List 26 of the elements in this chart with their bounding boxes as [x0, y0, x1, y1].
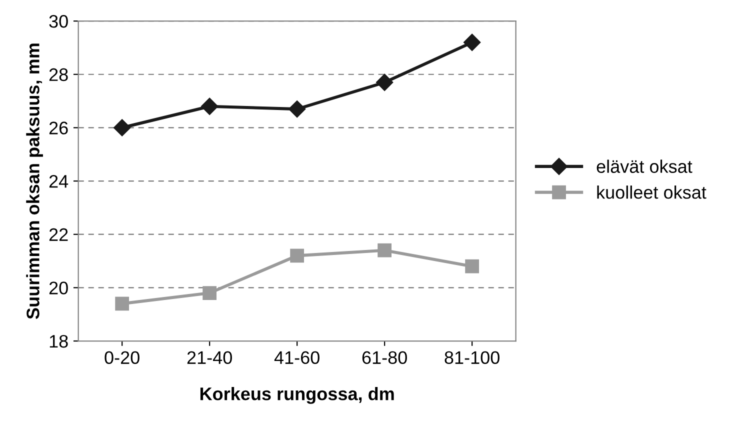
legend-label: kuolleet oksat — [597, 186, 706, 199]
x-axis-title: Korkeus rungossa, dm — [200, 387, 394, 404]
point — [376, 74, 394, 91]
point — [288, 100, 306, 118]
y-tick-label: 28 — [49, 68, 68, 82]
y-tick-label: 20 — [49, 282, 68, 294]
x-tick-label: 0-20 — [104, 351, 140, 364]
point — [378, 243, 392, 258]
y-tick-label: 22 — [49, 228, 68, 241]
point — [465, 259, 480, 274]
y-tick-label: 26 — [49, 122, 68, 134]
y-tick-label: 18 — [50, 334, 68, 348]
x-tick-label: 81-100 — [444, 351, 500, 364]
y-axis-title: Suurimman oksan paksuus, mm — [26, 44, 43, 319]
legend-label: elävät oksat — [596, 160, 692, 173]
point — [290, 248, 304, 263]
y-tick-label: 24 — [49, 174, 68, 188]
point — [202, 286, 217, 300]
point — [464, 34, 481, 51]
point — [115, 296, 130, 311]
point — [114, 119, 131, 136]
point — [201, 98, 218, 115]
x-tick-label: 61-80 — [362, 351, 407, 364]
x-tick-label: 41-60 — [274, 351, 320, 364]
y-tick-label: 30 — [49, 14, 68, 28]
x-tick-label: 21-40 — [187, 351, 232, 364]
